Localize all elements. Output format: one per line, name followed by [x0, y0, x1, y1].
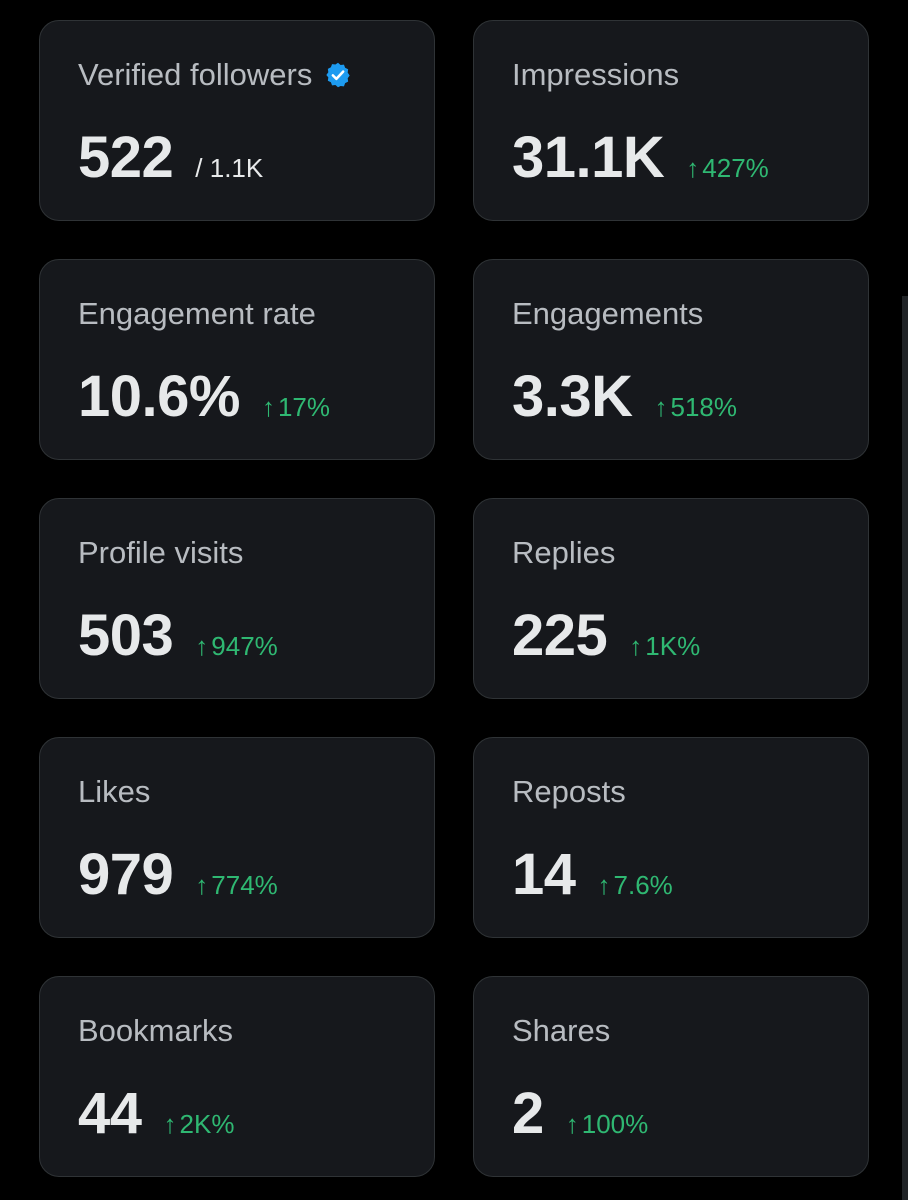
metric-change-value: 7.6% — [613, 870, 673, 900]
metric-label: Bookmarks — [78, 1013, 234, 1048]
metric-card-bookmarks[interactable]: Bookmarks 44 ↑ 2K% — [39, 976, 435, 1177]
metric-label-row: Engagement rate — [78, 298, 316, 329]
metric-change: ↑ 427% — [686, 155, 769, 181]
arrow-up-icon: ↑ — [686, 153, 700, 183]
metric-label: Replies — [512, 535, 616, 570]
scrollbar[interactable] — [902, 296, 908, 1200]
metric-card-replies[interactable]: Replies 225 ↑ 1K% — [473, 498, 869, 699]
metric-value-row: 31.1K ↑ 427% — [512, 129, 769, 187]
metric-change-value: 100% — [581, 1109, 649, 1139]
arrow-up-icon: ↑ — [565, 1109, 579, 1139]
verified-badge-icon — [324, 61, 352, 89]
metric-label: Profile visits — [78, 535, 244, 570]
metric-change: ↑ 2K% — [164, 1111, 235, 1137]
metric-label: Engagements — [512, 296, 704, 331]
metric-value-row: 2 ↑ 100% — [512, 1085, 648, 1143]
metric-label: Shares — [512, 1013, 611, 1048]
metric-change-value: 427% — [702, 153, 769, 183]
metric-change: ↑ 17% — [262, 394, 330, 420]
metric-value-row: 503 ↑ 947% — [78, 607, 278, 665]
metric-card-profile-visits[interactable]: Profile visits 503 ↑ 947% — [39, 498, 435, 699]
metric-label: Verified followers — [78, 57, 313, 92]
arrow-up-icon: ↑ — [654, 392, 668, 422]
metric-value-row: 979 ↑ 774% — [78, 846, 278, 904]
metric-value: 14 — [512, 842, 576, 907]
metric-card-verified-followers[interactable]: Verified followers 522 / 1.1K — [39, 20, 435, 221]
metric-value-row: 522 / 1.1K — [78, 129, 263, 187]
arrow-up-icon: ↑ — [597, 870, 611, 900]
metric-value-row: 3.3K ↑ 518% — [512, 368, 737, 426]
metric-change-value: 947% — [211, 631, 278, 661]
metric-change-value: 17% — [277, 392, 331, 422]
metric-change: ↑ 1K% — [629, 633, 700, 659]
metric-change: ↑ 100% — [566, 1111, 649, 1137]
metric-change: ↑ 774% — [195, 872, 278, 898]
metric-card-likes[interactable]: Likes 979 ↑ 774% — [39, 737, 435, 938]
metric-value: 10.6% — [78, 364, 240, 429]
metric-value: 3.3K — [512, 364, 633, 429]
metric-card-engagement-rate[interactable]: Engagement rate 10.6% ↑ 17% — [39, 259, 435, 460]
metric-label-row: Engagements — [512, 298, 703, 329]
metric-card-impressions[interactable]: Impressions 31.1K ↑ 427% — [473, 20, 869, 221]
metric-value: 225 — [512, 603, 608, 668]
metric-value: 31.1K — [512, 125, 665, 190]
metric-label-row: Replies — [512, 537, 615, 568]
metric-label-row: Likes — [78, 776, 150, 807]
metric-label: Reposts — [512, 774, 626, 809]
arrow-up-icon: ↑ — [163, 1109, 177, 1139]
metric-total: / 1.1K — [195, 153, 264, 183]
metric-change-value: 774% — [211, 870, 278, 900]
metric-label: Likes — [78, 774, 151, 809]
metric-value: 522 — [78, 125, 174, 190]
metric-value-row: 44 ↑ 2K% — [78, 1085, 234, 1143]
metric-card-reposts[interactable]: Reposts 14 ↑ 7.6% — [473, 737, 869, 938]
metric-value: 44 — [78, 1081, 142, 1146]
metric-label-row: Bookmarks — [78, 1015, 233, 1046]
metric-value-row: 225 ↑ 1K% — [512, 607, 700, 665]
metric-value-row: 10.6% ↑ 17% — [78, 368, 330, 426]
arrow-up-icon: ↑ — [195, 870, 209, 900]
arrow-up-icon: ↑ — [195, 631, 209, 661]
metric-label: Engagement rate — [78, 296, 316, 331]
metric-label-row: Impressions — [512, 59, 679, 90]
metric-change-value: 1K% — [645, 631, 701, 661]
metric-value: 979 — [78, 842, 174, 907]
metric-change-value: 2K% — [179, 1109, 235, 1139]
metrics-grid: Verified followers 522 / 1.1K Impression… — [39, 20, 869, 1177]
metric-label-row: Reposts — [512, 776, 626, 807]
metric-value-row: 14 ↑ 7.6% — [512, 846, 673, 904]
arrow-up-icon: ↑ — [261, 392, 275, 422]
metric-label-row: Shares — [512, 1015, 610, 1046]
metric-card-engagements[interactable]: Engagements 3.3K ↑ 518% — [473, 259, 869, 460]
metric-label-row: Verified followers — [78, 59, 352, 90]
metric-value: 503 — [78, 603, 174, 668]
metric-change-value: 518% — [670, 392, 738, 422]
metric-value: 2 — [512, 1081, 544, 1146]
metric-card-shares[interactable]: Shares 2 ↑ 100% — [473, 976, 869, 1177]
metric-change: ↑ 947% — [195, 633, 278, 659]
arrow-up-icon: ↑ — [629, 631, 643, 661]
metric-label: Impressions — [512, 57, 680, 92]
metric-change: ↑ 518% — [655, 394, 738, 420]
metric-change: ↑ 7.6% — [598, 872, 673, 898]
metric-label-row: Profile visits — [78, 537, 243, 568]
